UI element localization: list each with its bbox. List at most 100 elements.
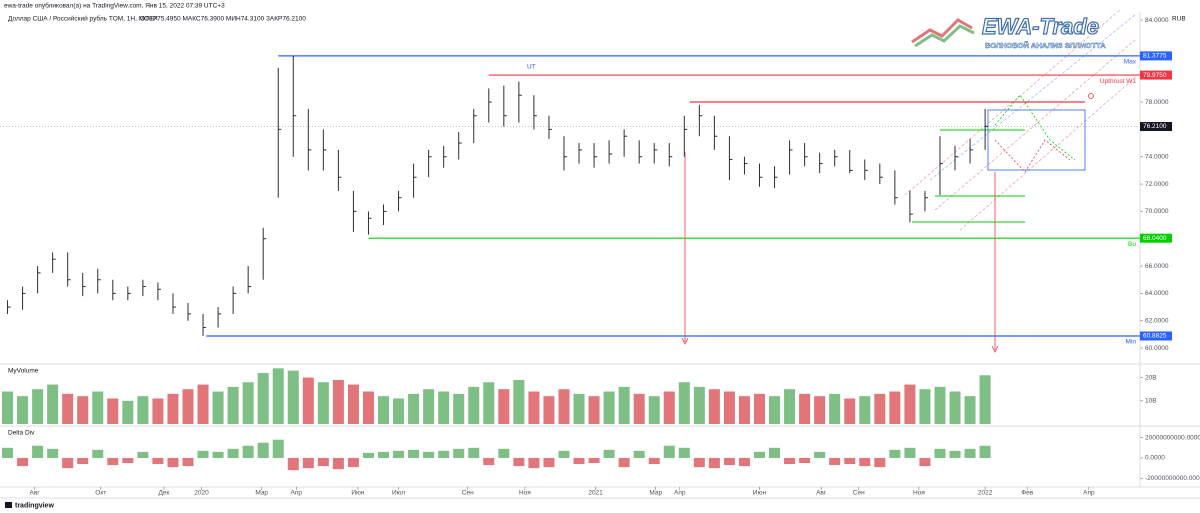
bar: [393, 450, 405, 458]
bar: [528, 391, 540, 424]
x-tick-label: Мар: [255, 490, 268, 497]
bar: [2, 391, 14, 424]
y-tick-label: 74.0000: [1145, 153, 1169, 160]
bar: [468, 447, 480, 458]
x-tick-label: Ноя: [519, 490, 531, 497]
bar: [829, 457, 841, 466]
bar: [799, 457, 811, 464]
bar: [483, 382, 495, 424]
ohlc-values: ОТКР75.4950 МАКС76.3900 МИН74.3100 ЗАКР7…: [140, 16, 306, 23]
bar: [588, 396, 600, 424]
projection: [994, 139, 1071, 173]
bar: [678, 382, 690, 424]
x-tick-label: 2020: [194, 490, 209, 497]
bar: [543, 457, 555, 468]
bar: [152, 398, 164, 424]
bar: [753, 393, 765, 424]
bar: [964, 448, 976, 458]
bar: [889, 449, 901, 458]
bar: [272, 368, 284, 424]
level-name: Min: [1126, 339, 1137, 346]
bar: [2, 447, 14, 458]
bar: [332, 379, 344, 424]
level-label: 68.0400: [1143, 235, 1167, 242]
pane-title: Delta Div: [8, 430, 35, 437]
annotation: UT: [527, 64, 536, 71]
bar: [678, 447, 690, 458]
bar: [317, 457, 329, 467]
bar: [287, 457, 299, 471]
level-label: 79.9750: [1143, 72, 1167, 79]
logo-wave: [911, 18, 973, 44]
logo: EWA-Trade ВОЛНОВОЙ АНАЛИЗ ЭЛЛИОТТА: [911, 13, 1106, 50]
bar: [573, 457, 585, 465]
bar: [919, 457, 931, 467]
bar: [904, 447, 916, 458]
bar: [197, 384, 209, 424]
bar: [859, 396, 871, 424]
symbol: Доллар США / Российский рубль TOM, 1Н, M…: [8, 15, 159, 23]
bar: [618, 457, 630, 468]
bar: [949, 391, 961, 424]
bar: [498, 389, 510, 424]
bar: [588, 457, 600, 464]
x-tick-label: Апр: [674, 490, 686, 497]
bar: [799, 393, 811, 424]
pane-title: MyVolume: [8, 368, 39, 375]
bar: [378, 451, 390, 458]
bar: [212, 391, 224, 424]
bar: [77, 457, 89, 465]
y-tick-label: 70.0000: [1145, 208, 1169, 215]
bar: [242, 382, 254, 424]
bar: [438, 450, 450, 458]
marker: [1088, 93, 1094, 99]
bar: [859, 457, 871, 467]
bar: [212, 451, 224, 458]
currency: RUB: [1172, 16, 1186, 23]
bar: [197, 450, 209, 458]
last-price-box: [1140, 122, 1172, 132]
bar: [844, 457, 856, 465]
bar: [558, 389, 570, 424]
bar: [829, 393, 841, 424]
bar: [453, 448, 465, 458]
x-tick-label: Сен: [462, 490, 474, 497]
y-tick-label: 60.0000: [1145, 345, 1169, 352]
bar: [257, 442, 269, 458]
bar: [513, 379, 525, 424]
x-tick-label: Июн: [351, 490, 365, 497]
x-tick-label: Апр: [1083, 490, 1095, 497]
x-tick-label: Окт: [95, 490, 106, 497]
bar: [528, 457, 540, 469]
channel-line: [934, 39, 1136, 211]
bar: [498, 448, 510, 458]
bar: [814, 451, 826, 458]
bar: [347, 457, 359, 468]
bar: [934, 448, 946, 458]
bar: [648, 457, 660, 465]
x-tick-label: Авг: [816, 490, 827, 497]
bar: [122, 457, 134, 464]
bar: [272, 439, 284, 458]
level-box: [1140, 51, 1172, 61]
bar: [648, 396, 660, 424]
level-box: [1140, 331, 1172, 341]
logo-subtitle: ВОЛНОВОЙ АНАЛИЗ ЭЛЛИОТТА: [985, 41, 1106, 50]
y-tick-label: -20000000000.0000: [1145, 475, 1200, 482]
bar: [332, 457, 344, 470]
x-tick-label: 2022: [978, 490, 993, 497]
bar: [949, 450, 961, 458]
bar: [738, 457, 750, 467]
y-tick-label: 66.0000: [1145, 263, 1169, 270]
bar: [573, 393, 585, 424]
bar: [17, 396, 29, 424]
bar: [663, 391, 675, 424]
bar: [167, 393, 179, 424]
bar: [378, 396, 390, 424]
bar: [513, 457, 525, 467]
x-tick-label: Сен: [853, 490, 865, 497]
bar: [17, 457, 29, 467]
level-name: Max: [1124, 59, 1137, 66]
x-tick-label: Июн: [753, 490, 767, 497]
channel-line: [959, 74, 1139, 231]
